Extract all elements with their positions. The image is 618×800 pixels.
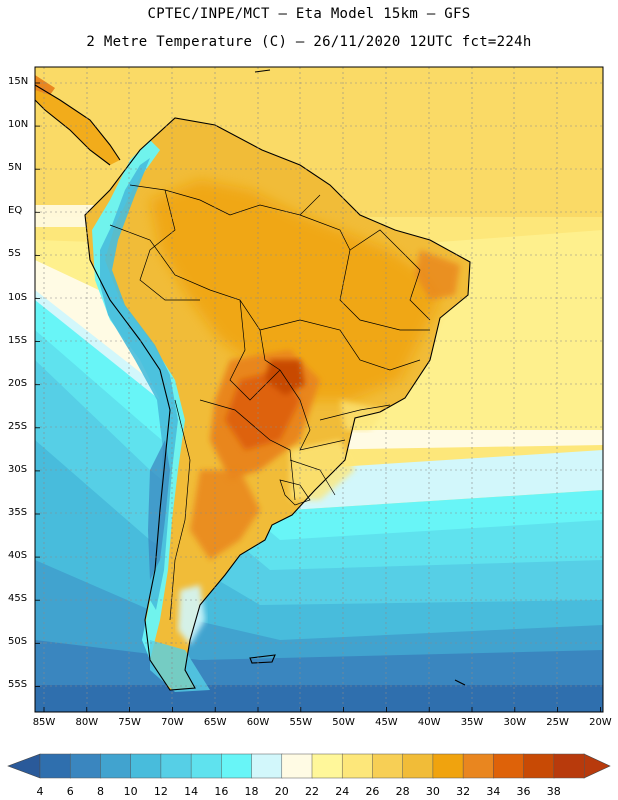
lon-label: 65W <box>203 717 227 728</box>
coastlines <box>35 69 471 691</box>
lat-label: 55S <box>8 679 28 691</box>
colorbar-swatch <box>130 753 162 779</box>
colorbar <box>7 753 611 779</box>
colorbar-label: 8 <box>96 785 104 798</box>
colorbar-label: 10 <box>123 785 138 798</box>
central-america <box>35 85 120 165</box>
lon-label: 35W <box>460 717 484 728</box>
colorbar-label: 30 <box>425 785 440 798</box>
colorbar-swatch <box>432 753 464 779</box>
lat-label: 15N <box>8 76 29 87</box>
colorbar-swatch <box>493 753 525 779</box>
colorbar-swatch <box>402 753 434 779</box>
colorbar-swatch <box>39 753 71 779</box>
colorbar-label: 26 <box>365 785 380 798</box>
colorbar-label: 24 <box>335 785 350 798</box>
colorbar-label: 20 <box>274 785 289 798</box>
lon-label: 40W <box>417 717 441 728</box>
lat-label: EQ <box>8 205 23 217</box>
lon-label: 50W <box>332 717 355 728</box>
lat-label: 30S <box>8 463 28 475</box>
lon-label: 75W <box>118 717 141 728</box>
lon-label: 25W <box>546 717 569 728</box>
title-line-2: 2 Metre Temperature (C) – 26/11/2020 12U… <box>86 34 532 50</box>
lat-label: 35S <box>8 507 28 518</box>
lon-label: 70W <box>161 717 184 728</box>
title-line-1: CPTEC/INPE/MCT – Eta Model 15km – GFS <box>147 6 471 22</box>
lon-label: 30W <box>503 717 527 728</box>
lat-label: 10S <box>8 291 28 303</box>
lat-label: 20S <box>8 377 28 389</box>
lon-label: 60W <box>246 717 270 728</box>
colorbar-swatch <box>553 753 585 779</box>
lat-label: 5N <box>8 162 22 174</box>
colorbar-high-arrow <box>583 753 611 779</box>
lon-label: 45W <box>375 717 398 728</box>
south-america-landmass <box>85 118 470 692</box>
lat-label: 10N <box>8 119 29 131</box>
colorbar-swatch <box>372 753 404 779</box>
colorbar-swatch <box>341 753 374 779</box>
colorbar-swatch <box>100 753 132 779</box>
colorbar-label: 6 <box>66 785 74 798</box>
colorbar-swatch <box>69 753 102 779</box>
lon-label: 20W <box>589 717 612 728</box>
colorbar-label: 32 <box>456 785 471 798</box>
lat-label: 50S <box>8 636 28 648</box>
lat-label: 15S <box>8 334 28 346</box>
colorbar-swatch <box>281 753 313 779</box>
colorbar-label: 12 <box>153 785 168 798</box>
temperature-field <box>35 67 603 712</box>
colorbar-swatch <box>311 753 343 779</box>
lat-label: 40S <box>8 550 28 562</box>
colorbar-swatch <box>462 753 495 779</box>
lon-label: 80W <box>75 717 99 728</box>
lat-label: 45S <box>8 593 28 605</box>
colorbar-label: 4 <box>36 785 44 798</box>
colorbar-swatch <box>160 753 192 779</box>
colorbar-swatch <box>523 753 555 779</box>
lat-label: 5S <box>8 248 21 260</box>
colorbar-swatch <box>251 753 283 779</box>
colorbar-label: 36 <box>516 785 531 798</box>
colorbar-swatch <box>190 753 223 779</box>
colorbar-label: 34 <box>486 785 501 798</box>
map-frame <box>34 66 604 713</box>
lat-label: 25S <box>8 420 28 432</box>
colorbar-label: 16 <box>214 785 229 798</box>
colorbar-label: 14 <box>184 785 199 798</box>
colorbar-swatch <box>221 753 253 779</box>
colorbar-label: 28 <box>395 785 410 798</box>
lon-label: 55W <box>289 717 313 728</box>
colorbar-label: 18 <box>244 785 259 798</box>
lon-label: 85W <box>32 717 56 728</box>
colorbar-label: 38 <box>546 785 561 798</box>
colorbar-label: 22 <box>305 785 319 798</box>
country-borders <box>109 184 431 621</box>
axis-ticks <box>35 82 601 712</box>
colorbar-low-arrow <box>7 753 41 779</box>
